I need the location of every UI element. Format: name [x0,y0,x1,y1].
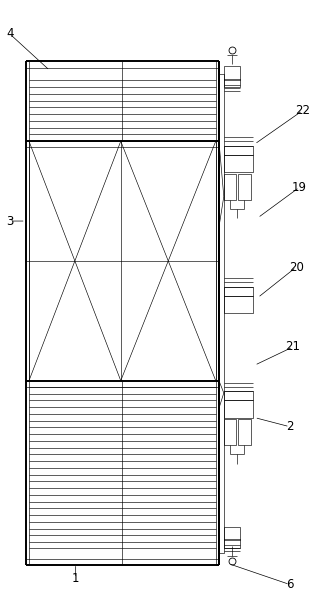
Text: 19: 19 [292,181,307,194]
Text: 1: 1 [72,572,80,585]
Text: 6: 6 [286,578,294,591]
Bar [224,287,253,296]
Bar [224,539,240,548]
Text: 21: 21 [286,340,300,354]
Bar [224,66,240,80]
Bar [224,296,253,313]
Bar [224,527,240,540]
Bar [224,79,240,87]
Text: 3: 3 [6,214,13,228]
Text: 2: 2 [286,420,294,433]
Bar [224,146,253,155]
Bar [238,419,251,445]
Bar [238,174,251,200]
Bar [224,391,253,400]
Bar [224,419,236,445]
Bar [224,174,236,200]
Bar [224,155,253,172]
Bar [219,74,224,553]
Text: 22: 22 [295,104,310,117]
Bar [224,400,253,418]
Text: 4: 4 [6,27,14,41]
Text: 20: 20 [289,260,304,274]
